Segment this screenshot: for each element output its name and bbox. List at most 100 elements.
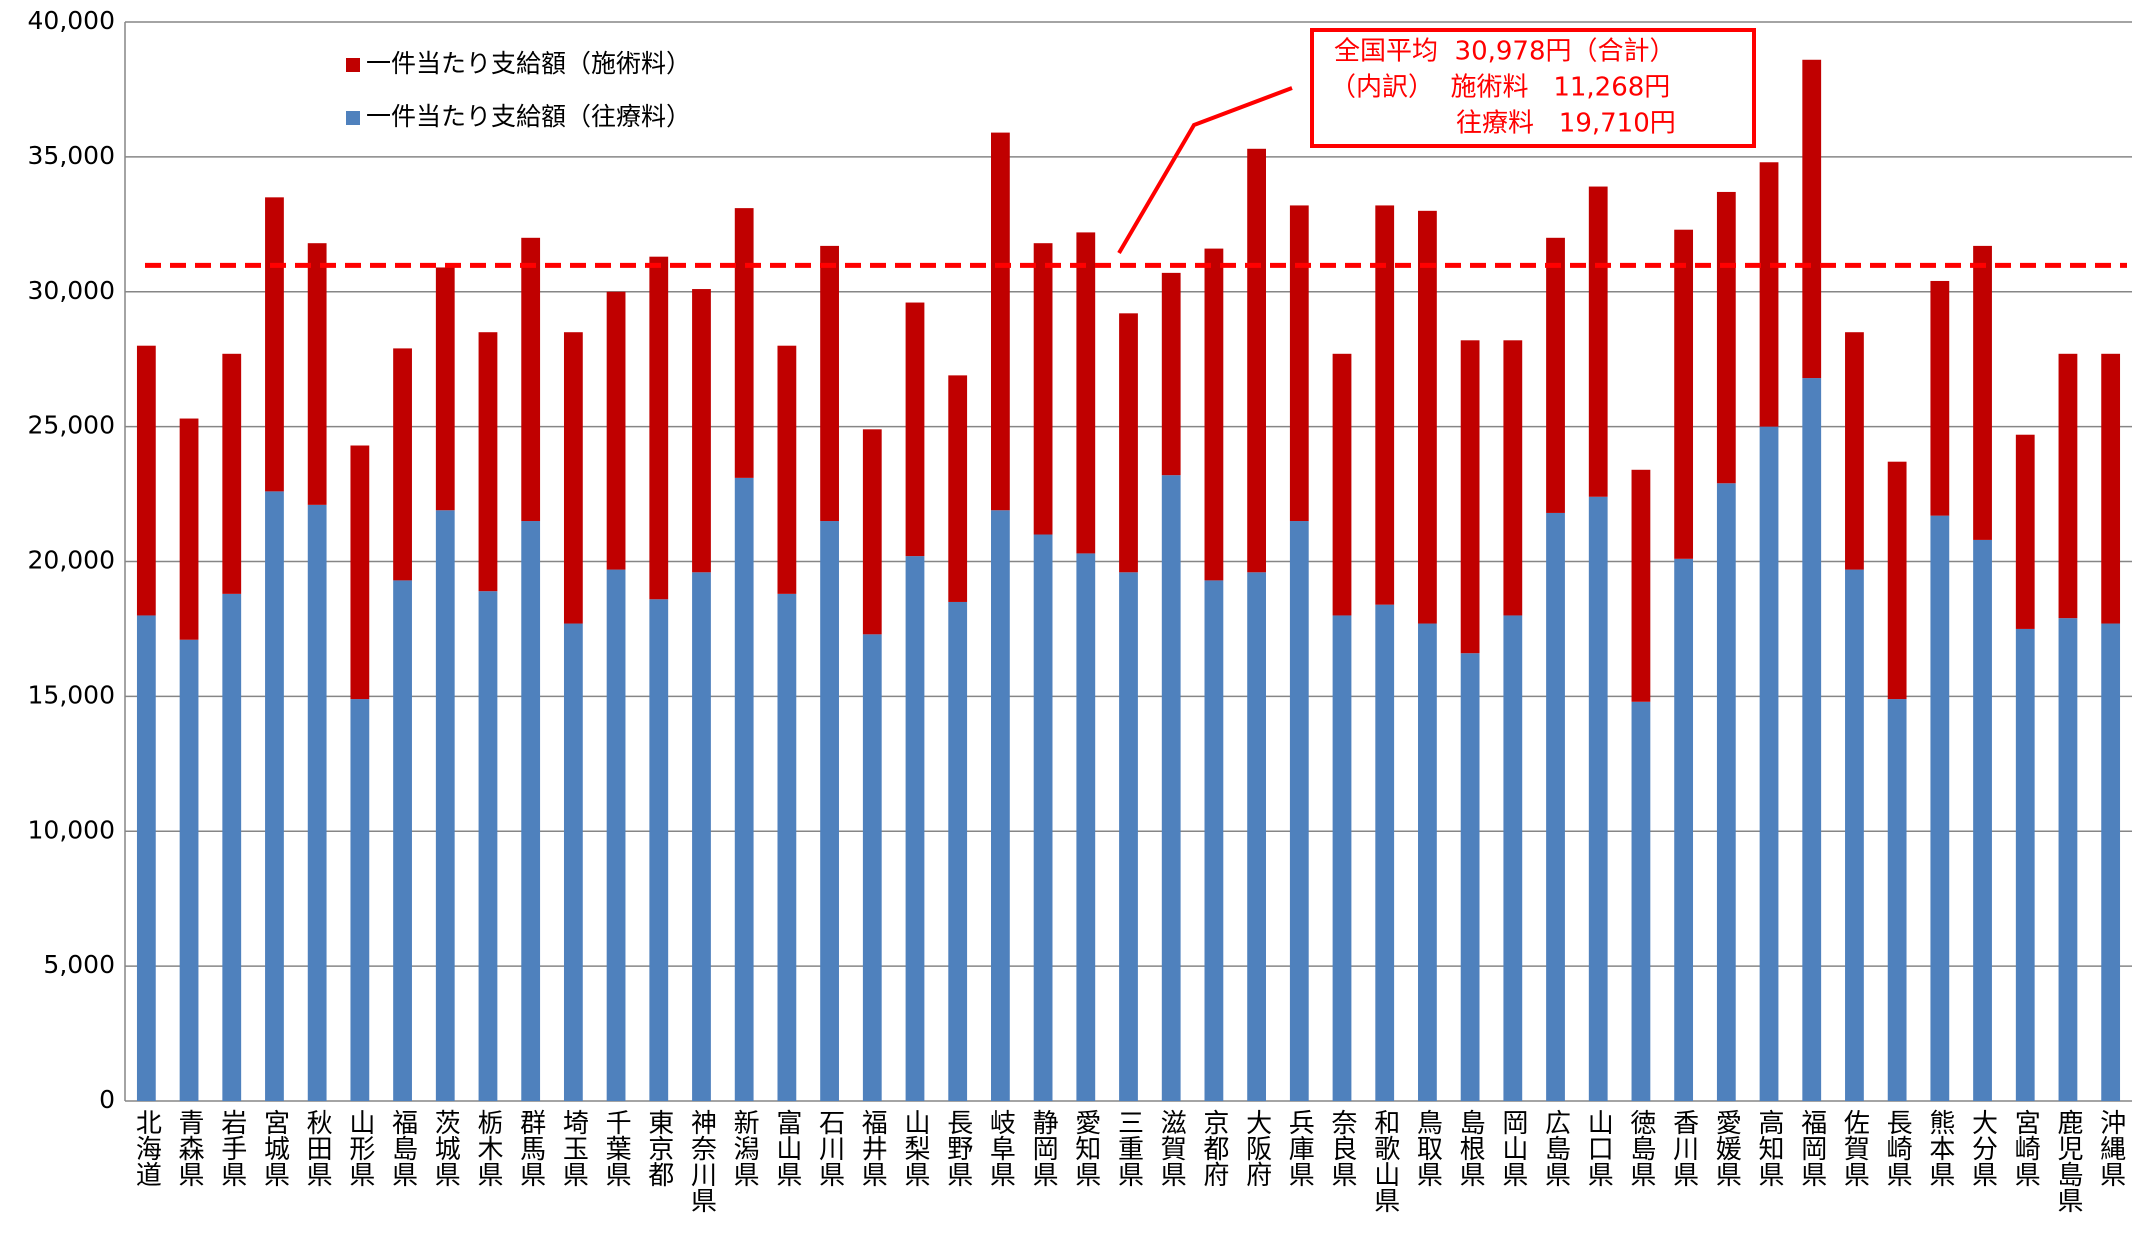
- x-tick-label: 岡山県: [1498, 1109, 1528, 1187]
- x-tick-label: 宮崎県: [2010, 1109, 2040, 1187]
- x-tick-label: 香川県: [1669, 1109, 1699, 1187]
- bar-segment: [948, 375, 968, 602]
- bar-segment: [777, 593, 797, 1101]
- bar-segment: [1332, 615, 1352, 1101]
- x-tick-label: 山形県: [345, 1109, 375, 1187]
- bar-segment: [1289, 205, 1309, 522]
- bar-segment: [606, 569, 626, 1101]
- bar-segment: [521, 521, 541, 1101]
- bar-segment: [435, 267, 455, 511]
- x-tick-label: 高知県: [1754, 1109, 1784, 1187]
- bar-segment: [1119, 572, 1138, 1101]
- bar-segment: [649, 256, 669, 600]
- bar-segment: [1161, 272, 1181, 476]
- bar-segment: [350, 699, 370, 1101]
- x-tick-label: 山口県: [1583, 1109, 1613, 1187]
- bar-segment: [606, 291, 626, 570]
- x-tick-label: 宮城県: [259, 1109, 289, 1187]
- bar-segment: [265, 197, 284, 492]
- bar-segment: [265, 491, 284, 1101]
- bar-segment: [734, 208, 754, 478]
- bar-segment: [905, 302, 925, 557]
- x-tick-label: 富山県: [772, 1109, 802, 1187]
- annotation-text: 全国平均 30,978円（合計）: [1334, 37, 1676, 67]
- bar-segment: [1332, 353, 1352, 616]
- x-tick-label: 青森県: [174, 1109, 204, 1187]
- bar-segment: [563, 332, 583, 624]
- x-tick-label: 埼玉県: [558, 1109, 588, 1187]
- x-tick-label: 長崎県: [1882, 1109, 1912, 1187]
- y-tick-label: 15,000: [28, 680, 115, 709]
- annotation-box: [1310, 28, 1756, 148]
- x-tick-label: 千葉県: [601, 1109, 631, 1187]
- bar-segment: [478, 591, 498, 1101]
- bar-segment: [1460, 653, 1480, 1101]
- bar-segment: [1546, 512, 1565, 1101]
- bar-segment: [222, 593, 242, 1101]
- x-tick-label: 新潟県: [729, 1109, 759, 1187]
- x-tick-label: 山梨県: [900, 1109, 930, 1187]
- bar-segment: [1887, 699, 1907, 1101]
- bar-segment: [1418, 623, 1437, 1101]
- x-tick-label: 石川県: [815, 1109, 845, 1187]
- legend-swatch: [346, 58, 360, 72]
- bar-segment: [1631, 469, 1651, 702]
- bar-segment: [2015, 628, 2035, 1101]
- bar-segment: [1161, 475, 1181, 1101]
- x-tick-label: 奈良県: [1327, 1109, 1357, 1187]
- y-tick-label: 20,000: [28, 546, 115, 575]
- bar-segment: [734, 477, 754, 1101]
- bar-segment: [1845, 332, 1864, 570]
- bar-segment: [1716, 191, 1736, 484]
- x-tick-label: 徳島県: [1626, 1109, 1656, 1187]
- bar-segment: [1716, 483, 1736, 1102]
- bar-segment: [1631, 701, 1651, 1101]
- bar-segment: [1588, 496, 1608, 1101]
- bar-segment: [1588, 186, 1608, 497]
- x-tick-label: 岩手県: [217, 1109, 247, 1187]
- bar-segment: [1759, 426, 1779, 1101]
- bar-segment: [1546, 237, 1565, 513]
- y-tick-label: 30,000: [28, 276, 115, 305]
- bar-segment: [692, 572, 711, 1101]
- x-tick-label: 滋賀県: [1156, 1109, 1186, 1187]
- bar-segment: [222, 353, 242, 594]
- bar-segment: [563, 623, 583, 1101]
- bar-segment: [307, 504, 327, 1101]
- y-tick-label: 10,000: [28, 815, 115, 844]
- bar-segment: [1289, 521, 1309, 1101]
- x-tick-label: 鹿児島県: [2053, 1109, 2083, 1213]
- bar-segment: [1460, 340, 1480, 654]
- annotation-connector: [1117, 86, 1293, 255]
- legend-swatch: [346, 111, 360, 125]
- x-tick-label: 群馬県: [516, 1109, 546, 1187]
- bar-segment: [820, 245, 839, 522]
- x-tick-label: 三重県: [1114, 1109, 1144, 1187]
- bar-segment: [649, 599, 669, 1101]
- bar-segment: [1887, 461, 1907, 700]
- bar-segment: [2015, 434, 2035, 629]
- x-tick-label: 北海道: [131, 1109, 161, 1187]
- x-tick-label: 愛知県: [1071, 1109, 1101, 1187]
- x-tick-label: 長野県: [943, 1109, 973, 1187]
- bar-segment: [1930, 280, 1950, 516]
- y-tick-label: 0: [99, 1085, 115, 1114]
- bar-segment: [350, 445, 370, 700]
- x-tick-label: 和歌山県: [1370, 1109, 1400, 1213]
- bar-segment: [1973, 539, 1992, 1101]
- annotation-text: 往療料 19,710円: [1456, 109, 1676, 139]
- x-tick-label: 岐阜県: [985, 1109, 1015, 1187]
- x-tick-label: 茨城県: [430, 1109, 460, 1187]
- bar-segment: [1973, 245, 1992, 540]
- y-tick-label: 25,000: [28, 411, 115, 440]
- x-tick-label: 東京都: [644, 1109, 674, 1187]
- bar-segment: [1845, 569, 1864, 1101]
- bar-segment: [2101, 353, 2121, 624]
- bar-segment: [1674, 229, 1694, 559]
- legend-label: 一件当たり支給額（施術料）: [366, 49, 691, 78]
- bar-segment: [435, 510, 455, 1101]
- y-tick-label: 5,000: [43, 950, 115, 979]
- bar-segment: [2101, 623, 2121, 1101]
- bar-segment: [990, 510, 1010, 1101]
- x-tick-label: 大阪府: [1242, 1109, 1272, 1187]
